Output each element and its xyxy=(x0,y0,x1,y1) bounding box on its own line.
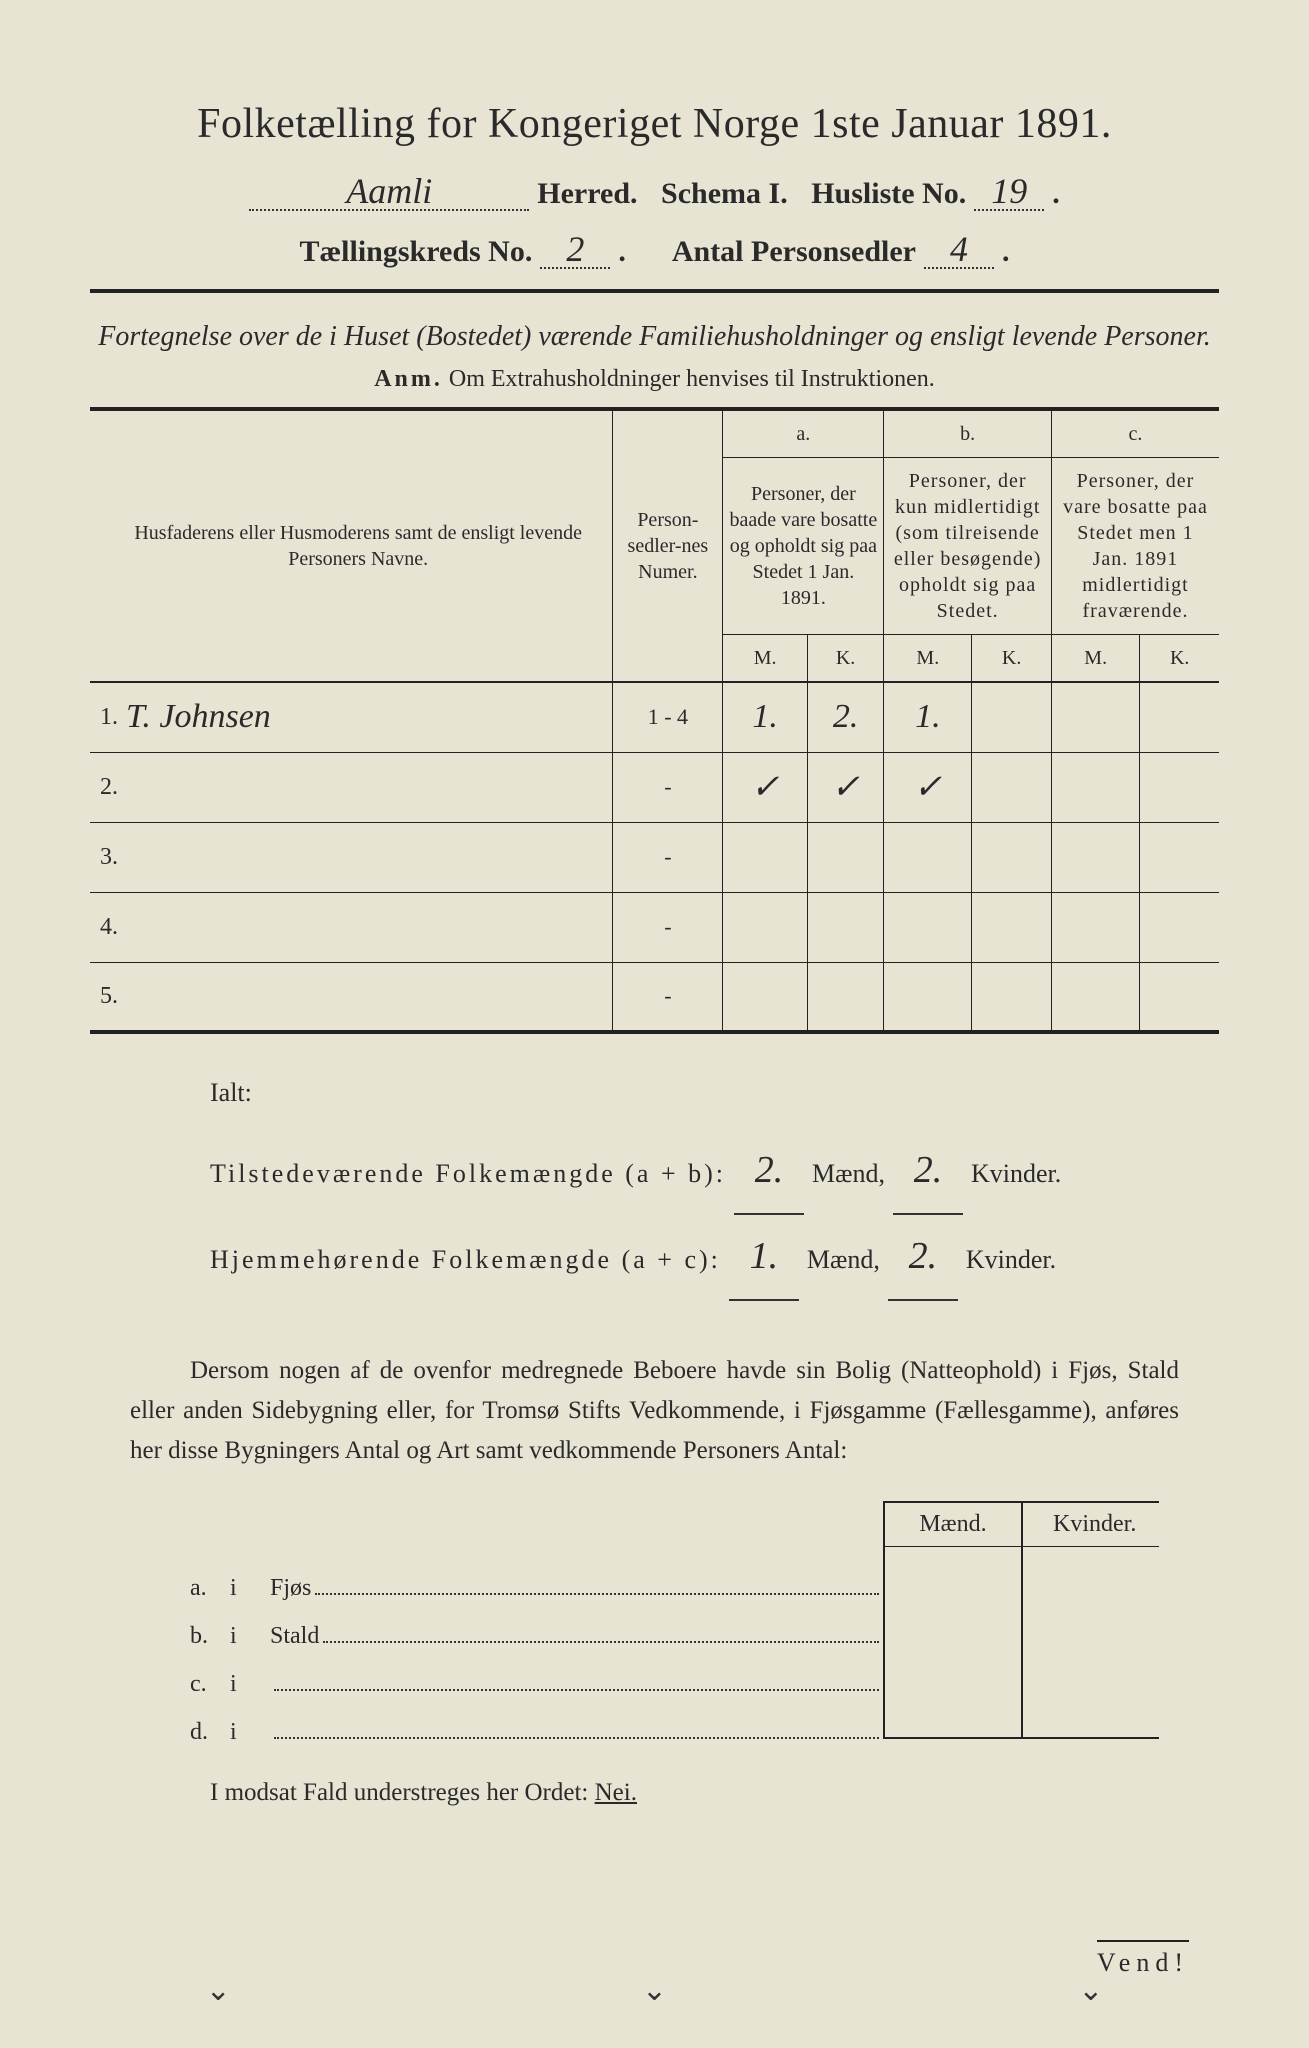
antal-value: 4 xyxy=(924,231,994,269)
ialt-label: Ialt: xyxy=(210,1064,1159,1121)
col-c-header: Personer, der vare bosatte paa Stedet me… xyxy=(1051,458,1219,635)
col-name-header: Husfaderens eller Husmoderens samt de en… xyxy=(90,409,613,682)
kvinder-header: Kvinder. xyxy=(1021,1501,1159,1547)
main-table: Husfaderens eller Husmoderens samt de en… xyxy=(90,407,1219,1034)
outbuilding-table: Mænd. Kvinder. a. i Fjøs b. i Stald c. i xyxy=(190,1501,1159,1739)
table-row: 2. - ✓ ✓ ✓ xyxy=(90,752,1219,822)
binding-marks: ⌄ ⌄ ⌄ xyxy=(0,1973,1309,2008)
header-line-2: Aamli Herred. Schema I. Husliste No. 19 … xyxy=(90,173,1219,211)
kreds-label: Tællingskreds No. xyxy=(300,235,533,269)
col-a-label: a. xyxy=(723,409,884,458)
col-a-m: M. xyxy=(723,635,807,683)
schema-label: Schema I. xyxy=(661,177,788,211)
outbuilding-row: b. i Stald xyxy=(190,1595,1159,1643)
table-row: 5. - xyxy=(90,962,1219,1032)
kreds-value: 2 xyxy=(540,231,610,269)
col-b-k: K. xyxy=(972,635,1052,683)
table-row: 4. - xyxy=(90,892,1219,962)
tick-icon: ⌄ xyxy=(642,1973,667,2008)
outbuilding-row: a. i Fjøs xyxy=(190,1547,1159,1595)
anm-line: Anm. Om Extrahusholdninger henvises til … xyxy=(90,366,1219,393)
anm-label: Anm. xyxy=(374,366,443,392)
col-c-m: M. xyxy=(1051,635,1139,683)
maend-header: Mænd. xyxy=(883,1501,1021,1547)
husliste-label: Husliste No. xyxy=(811,177,966,211)
subtitle: Fortegnelse over de i Huset (Bostedet) v… xyxy=(90,317,1219,356)
header-line-3: Tællingskreds No. 2 . Antal Personsedler… xyxy=(90,231,1219,269)
total-present: Tilstedeværende Folkemængde (a + b): 2. … xyxy=(210,1129,1159,1215)
tick-icon: ⌄ xyxy=(206,1973,231,2008)
col-a-header: Personer, der baade vare bosatte og opho… xyxy=(723,458,884,635)
tick-icon: ⌄ xyxy=(1078,1973,1103,2008)
page-title: Folketælling for Kongeriget Norge 1ste J… xyxy=(90,100,1219,148)
herred-value: Aamli xyxy=(249,173,529,211)
table-row: 3. - xyxy=(90,822,1219,892)
herred-label: Herred. xyxy=(537,177,637,211)
col-c-label: c. xyxy=(1051,409,1219,458)
antal-label: Antal Personsedler xyxy=(672,235,916,269)
modsat-line: I modsat Fald understreges her Ordet: Ne… xyxy=(210,1779,1179,1807)
totals-block: Ialt: Tilstedeværende Folkemængde (a + b… xyxy=(210,1064,1159,1300)
nei-word: Nei. xyxy=(595,1779,637,1806)
table-row: 1. T. Johnsen 1 - 4 1. 2. 1. xyxy=(90,682,1219,752)
outbuilding-row: d. i xyxy=(190,1691,1159,1739)
divider xyxy=(90,289,1219,293)
total-resident: Hjemmehørende Folkemængde (a + c): 1. Mæ… xyxy=(210,1215,1159,1301)
outbuilding-row: c. i xyxy=(190,1643,1159,1691)
col-b-label: b. xyxy=(884,409,1052,458)
anm-text: Om Extrahusholdninger henvises til Instr… xyxy=(449,366,935,392)
col-c-k: K. xyxy=(1140,635,1219,683)
census-form-page: Folketælling for Kongeriget Norge 1ste J… xyxy=(0,0,1309,2048)
col-b-m: M. xyxy=(884,635,972,683)
col-num-header: Person-sedler-nes Numer. xyxy=(613,409,723,682)
col-a-k: K. xyxy=(807,635,884,683)
col-b-header: Personer, der kun midlertidigt (som tilr… xyxy=(884,458,1052,635)
husliste-value: 19 xyxy=(974,173,1044,211)
paragraph: Dersom nogen af de ovenfor medregnede Be… xyxy=(130,1351,1179,1471)
